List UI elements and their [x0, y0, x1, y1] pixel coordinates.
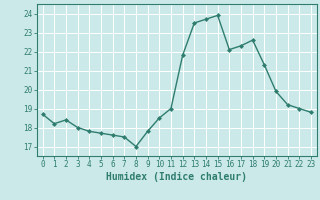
X-axis label: Humidex (Indice chaleur): Humidex (Indice chaleur) [106, 172, 247, 182]
